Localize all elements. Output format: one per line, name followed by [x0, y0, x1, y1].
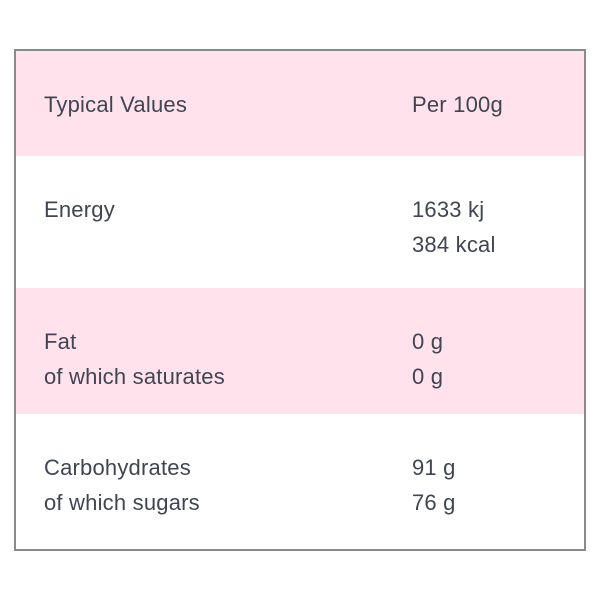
fat-label-column: Fat of which saturates: [44, 324, 412, 414]
header-label-column: Typical Values: [44, 87, 412, 156]
fat-value-column: 0 g 0 g: [412, 324, 574, 414]
energy-label: Energy: [44, 197, 115, 222]
typical-values-header: Typical Values: [44, 92, 188, 117]
table-row-carbohydrates: Carbohydrates of which sugars 91 g 76 g: [16, 414, 584, 549]
fat-saturates-label: of which saturates: [44, 364, 225, 389]
carbohydrates-sugars-label: of which sugars: [44, 490, 200, 515]
energy-value-column: 1633 kj 384 kcal: [412, 192, 574, 288]
nutrition-table: Typical Values Per 100g Energy 1633 kj 3…: [14, 49, 586, 551]
table-header-row: Typical Values Per 100g: [16, 51, 584, 156]
per-100g-header: Per 100g: [412, 92, 503, 117]
energy-value-kcal: 384 kcal: [412, 232, 496, 257]
table-row-energy: Energy 1633 kj 384 kcal: [16, 156, 584, 288]
carbohydrates-label: Carbohydrates: [44, 455, 191, 480]
energy-label-column: Energy: [44, 192, 412, 288]
table-row-fat: Fat of which saturates 0 g 0 g: [16, 288, 584, 414]
energy-value-kj: 1633 kj: [412, 197, 485, 222]
fat-value: 0 g: [412, 329, 444, 354]
carbohydrates-value: 91 g: [412, 455, 456, 480]
header-value-column: Per 100g: [412, 87, 574, 156]
carbohydrates-sugars-value: 76 g: [412, 490, 456, 515]
fat-saturates-value: 0 g: [412, 364, 444, 389]
carbohydrates-label-column: Carbohydrates of which sugars: [44, 450, 412, 549]
fat-label: Fat: [44, 329, 77, 354]
carbohydrates-value-column: 91 g 76 g: [412, 450, 574, 549]
